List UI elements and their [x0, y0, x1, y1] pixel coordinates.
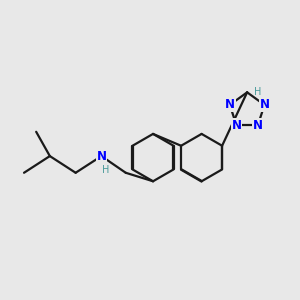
Text: N: N [225, 98, 235, 111]
Text: H: H [102, 165, 110, 175]
Text: N: N [253, 119, 263, 132]
Text: N: N [231, 119, 242, 132]
Text: N: N [260, 98, 269, 111]
Text: N: N [96, 150, 106, 163]
Text: H: H [254, 87, 262, 97]
